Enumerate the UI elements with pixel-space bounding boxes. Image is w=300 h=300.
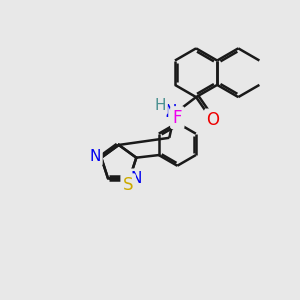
Text: S: S: [123, 176, 134, 194]
Text: O: O: [206, 111, 220, 129]
Text: N: N: [89, 149, 100, 164]
Text: F: F: [172, 109, 182, 127]
Text: N: N: [130, 171, 142, 186]
Text: H: H: [154, 98, 166, 112]
Text: N: N: [165, 103, 177, 121]
